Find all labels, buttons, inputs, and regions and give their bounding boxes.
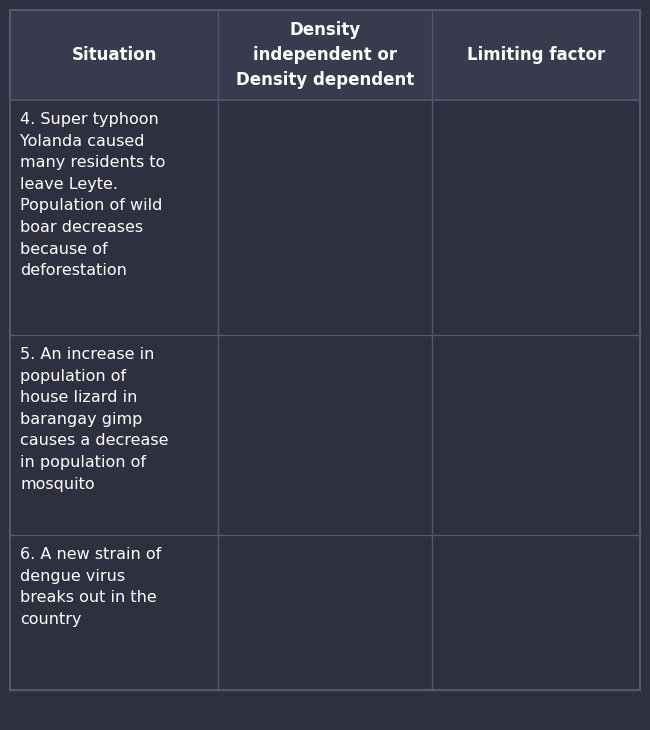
Bar bbox=[10, 100, 218, 335]
Bar bbox=[218, 535, 432, 690]
Text: Density
independent or
Density dependent: Density independent or Density dependent bbox=[236, 21, 414, 89]
Bar bbox=[10, 335, 218, 535]
Text: 5. An increase in
population of
house lizard in
barangay gimp
causes a decrease
: 5. An increase in population of house li… bbox=[20, 347, 168, 491]
Text: Situation: Situation bbox=[72, 46, 157, 64]
Text: Limiting factor: Limiting factor bbox=[467, 46, 605, 64]
Bar bbox=[10, 10, 640, 100]
Text: 6. A new strain of
dengue virus
breaks out in the
country: 6. A new strain of dengue virus breaks o… bbox=[20, 547, 161, 627]
Bar bbox=[218, 335, 432, 535]
Text: 4. Super typhoon
Yolanda caused
many residents to
leave Leyte.
Population of wil: 4. Super typhoon Yolanda caused many res… bbox=[20, 112, 165, 278]
Bar bbox=[432, 535, 640, 690]
Bar bbox=[218, 100, 432, 335]
Bar bbox=[432, 100, 640, 335]
Bar bbox=[432, 335, 640, 535]
Bar bbox=[10, 535, 218, 690]
